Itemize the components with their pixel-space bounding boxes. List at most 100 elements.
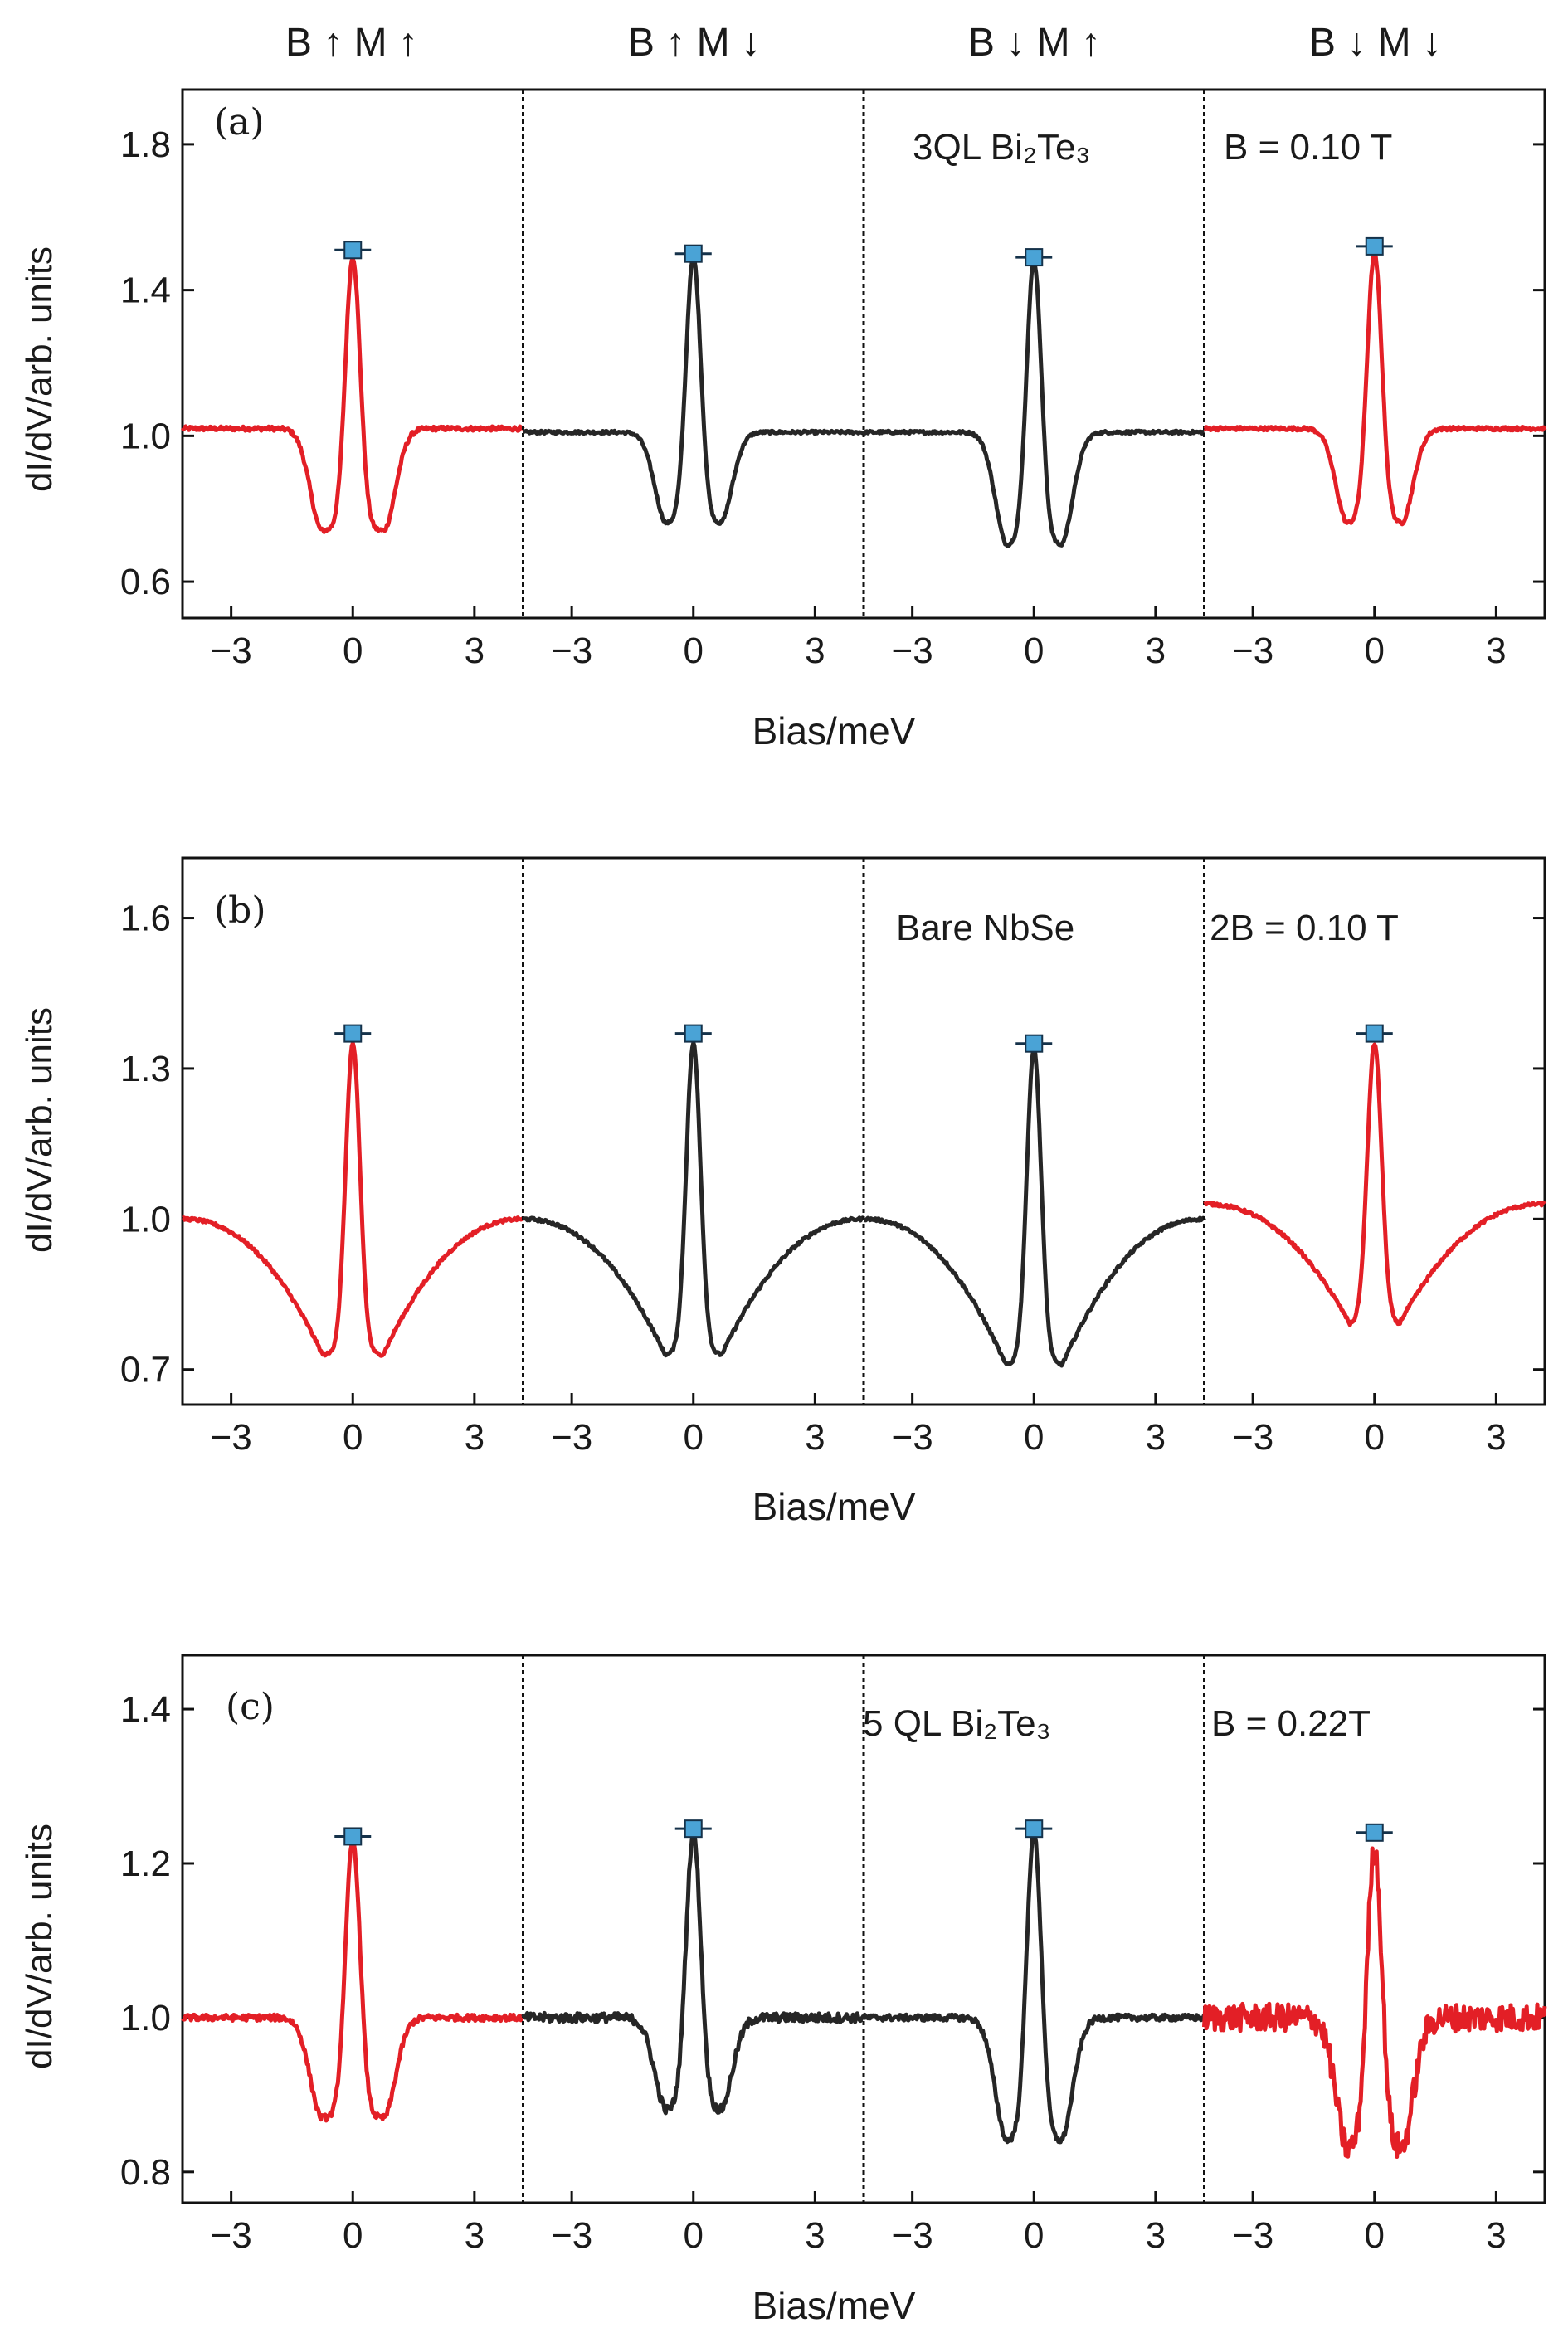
x-tick-label: −3 <box>551 2215 592 2256</box>
peak-marker <box>684 1819 703 1839</box>
series-line-1 <box>181 1835 525 2123</box>
header-labels: B ↑ M ↑ B ↑ M ↓ B ↓ M ↑ B ↓ M ↓ <box>285 21 1442 65</box>
x-tick-label: 0 <box>1024 1417 1044 1458</box>
y-tick-label: 0.7 <box>120 1350 171 1391</box>
x-tick-label: 0 <box>343 631 363 671</box>
panel-c: dI/dV/arb. units 0.81.01.21.4−3 0 3 −3 0 3 −3 0… <box>19 1654 1547 2327</box>
x-tick-label: 3 <box>1486 1417 1506 1458</box>
x-tick-label: 0 <box>684 2215 704 2256</box>
y-tick-label: 1.0 <box>120 1199 171 1240</box>
x-tick-label: 0 <box>1024 631 1044 671</box>
x-tick-label: 0 <box>684 631 704 671</box>
x-tick-label: 3 <box>805 631 825 671</box>
x-tick-label: 0 <box>1024 2215 1044 2256</box>
peak-marker <box>1025 1819 1044 1839</box>
annotation-sample: 3QL Bi₂Te₃ <box>913 127 1090 168</box>
y-tick-label: 1.4 <box>120 270 171 311</box>
y-tick-label: 1.0 <box>120 1998 171 2038</box>
x-tick-label: −3 <box>892 1417 933 1458</box>
x-tick-label: 3 <box>1486 2215 1506 2256</box>
panel-label: (a) <box>214 101 265 144</box>
x-tick-label: 3 <box>465 2215 485 2256</box>
x-tick-label: 0 <box>1365 631 1385 671</box>
peak-marker <box>684 244 703 263</box>
header-label-bd-mu: B ↓ M ↑ <box>968 21 1101 65</box>
x-axis-label: Bias/meV <box>752 1485 916 1528</box>
x-tick-label: 3 <box>805 2215 825 2256</box>
x-tick-label: 3 <box>465 1417 485 1458</box>
annotation-field: B = 0.10 T <box>1224 127 1392 168</box>
peak-marker <box>343 1024 363 1043</box>
header-label-bd-md: B ↓ M ↓ <box>1309 21 1442 65</box>
x-tick-label: −3 <box>211 631 252 671</box>
x-tick-label: −3 <box>551 631 592 671</box>
panel-label: (b) <box>214 889 266 932</box>
peak-marker <box>343 1827 363 1846</box>
y-tick-label: 0.8 <box>120 2152 171 2193</box>
y-tick-label: 1.2 <box>120 1844 171 1884</box>
x-tick-label: −3 <box>892 631 933 671</box>
y-axis-label: dI/dV/arb. units <box>19 1007 60 1253</box>
y-axis-label: dI/dV/arb. units <box>19 246 60 492</box>
y-tick-label: 1.3 <box>120 1049 171 1089</box>
x-tick-label: −3 <box>211 1417 252 1458</box>
peak-marker <box>1365 1024 1384 1043</box>
header-label-bu-mu: B ↑ M ↑ <box>285 21 418 65</box>
x-tick-label: 0 <box>684 1417 704 1458</box>
plot-area-c: 0.8 1.0 1.2 1.4 −3 0 3 −3 0 3 −3 0 3 −3 0 3 <box>120 1654 1547 2256</box>
series-line-2 <box>521 1829 866 2116</box>
x-tick-label: 3 <box>1146 631 1166 671</box>
series-line-1 <box>181 1040 525 1358</box>
x-tick-label: −3 <box>211 2215 252 2256</box>
peak-marker <box>1025 1034 1044 1053</box>
y-tick-label: 1.8 <box>120 124 171 165</box>
annotation-field: 2B = 0.10 T <box>1210 908 1399 948</box>
plot-area-b: 0.7 1.0 1.3 1.6 −3 0 3 −3 0 3 −3 0 3 −3 0 3 <box>120 856 1546 1458</box>
plot-area-a: 0.6 1.0 1.4 1.8 −3 0 3 −3 0 3 −3 0 3 −3 0 3 <box>120 88 1547 671</box>
x-tick-label: 3 <box>1146 2215 1166 2256</box>
x-axis-label: Bias/meV <box>752 709 916 753</box>
y-axis-title-a: dI/dV/arb. units <box>19 246 60 492</box>
series-line-4 <box>1203 1042 1546 1327</box>
series-line-1 <box>180 256 525 534</box>
x-tick-label: 3 <box>1486 631 1506 671</box>
x-tick-label: 3 <box>805 1417 825 1458</box>
panel-a: dI/dV/arb. units 0.61.01.41.8−3 0 3 −3 0 3 −3 0… <box>19 88 1547 753</box>
series-line-4 <box>1202 1846 1547 2159</box>
peak-marker <box>343 241 363 260</box>
y-axis-label: dI/dV/arb. units <box>19 1824 60 2069</box>
header-label-bu-md: B ↑ M ↓ <box>628 21 761 65</box>
annotation-field: B = 0.22T <box>1211 1703 1371 1744</box>
series-line-2 <box>522 254 865 526</box>
series-line-3 <box>861 260 1205 548</box>
series-line-3 <box>861 1830 1206 2145</box>
x-tick-label: −3 <box>551 1417 592 1458</box>
peak-marker <box>1365 1823 1384 1842</box>
y-tick-label: 1.0 <box>120 416 171 456</box>
peak-marker <box>1365 236 1384 256</box>
x-tick-label: 3 <box>1146 1417 1166 1458</box>
series-line-2 <box>522 1040 865 1358</box>
x-axis-label: Bias/meV <box>752 2284 916 2327</box>
annotation-sample: 5 QL Bi₂Te₃ <box>863 1703 1051 1744</box>
series-line-4 <box>1203 250 1547 527</box>
series-line-3 <box>862 1047 1206 1368</box>
x-tick-label: 0 <box>343 1417 363 1458</box>
peak-marker <box>684 1024 703 1043</box>
x-tick-label: 0 <box>1365 2215 1385 2256</box>
panel-label: (c) <box>226 1686 275 1728</box>
panel-b: dI/dV/arb. units 0.71.01.31.6−3 0 3 −3 0 3 −3 0… <box>19 856 1546 1528</box>
annotation-sample: Bare NbSe <box>896 908 1074 948</box>
y-axis-title-c: dI/dV/arb. units <box>19 1824 60 2069</box>
peak-marker <box>1025 248 1044 267</box>
x-tick-label: 0 <box>343 2215 363 2256</box>
x-tick-label: −3 <box>1232 1417 1273 1458</box>
x-tick-label: −3 <box>1232 2215 1273 2256</box>
x-tick-label: −3 <box>892 2215 933 2256</box>
y-tick-label: 1.4 <box>120 1689 171 1730</box>
y-axis-title-b: dI/dV/arb. units <box>19 1007 60 1253</box>
x-tick-label: 3 <box>465 631 485 671</box>
x-tick-label: −3 <box>1232 631 1273 671</box>
y-tick-label: 0.6 <box>120 562 171 602</box>
